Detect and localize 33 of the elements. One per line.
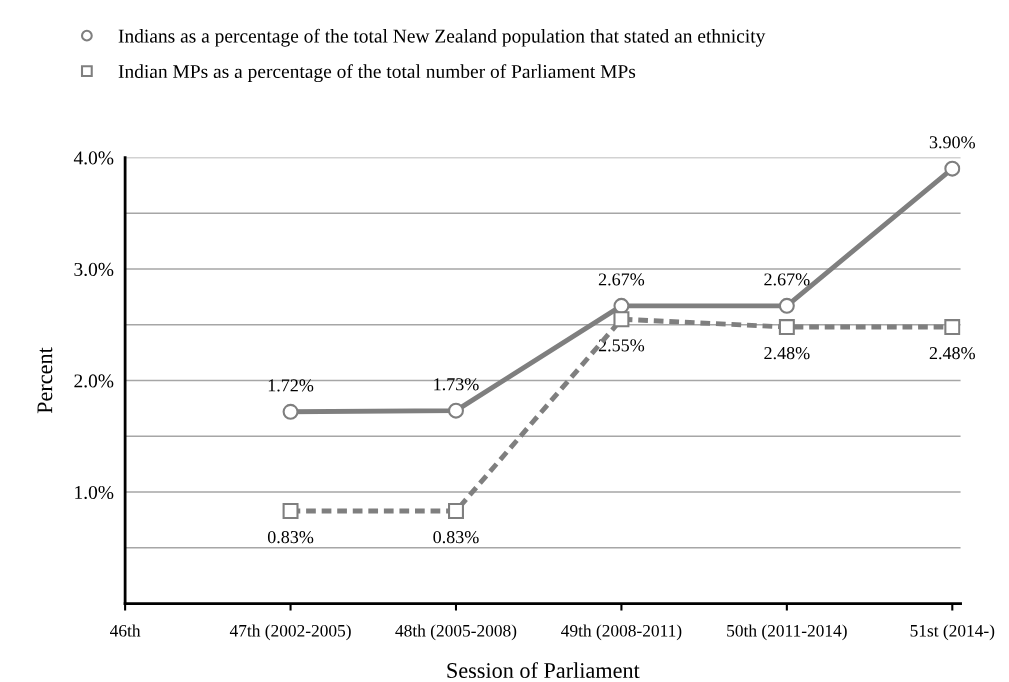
- data-label: 2.67%: [598, 273, 645, 286]
- point: [778, 297, 795, 314]
- point: [448, 402, 464, 419]
- data-label: 0.83%: [267, 530, 314, 544]
- x-tick-label: 49th (2008-2011): [561, 624, 682, 641]
- point: [448, 503, 464, 519]
- x-tick-label: 46th: [110, 624, 141, 637]
- point: [282, 403, 299, 420]
- y-tick-label: 4.0%: [73, 151, 114, 165]
- data-label: 2.48%: [929, 347, 975, 360]
- point: [778, 319, 795, 336]
- data-label: 0.83%: [433, 530, 479, 544]
- data-label: 2.55%: [598, 339, 645, 352]
- x-tick-label: 47th (2002-2005): [229, 624, 351, 641]
- data-label: 1.72%: [268, 379, 314, 392]
- data-label: 2.48%: [764, 347, 810, 360]
- x-tick-label: 48th (2005-2008): [395, 624, 517, 641]
- legend-label: Indians as a percentage of the total New Zealand population that stated an ethnicity: [118, 28, 766, 47]
- point: [944, 160, 961, 177]
- data-label: 3.90%: [929, 136, 975, 149]
- x-axis-title: Session of Parliament: [447, 662, 640, 679]
- y-tick-label: 3.0%: [74, 262, 114, 277]
- point: [613, 311, 630, 328]
- x-tick-label: 50th (2011-2014): [727, 624, 847, 641]
- x-tick-label: 51st (2014-): [910, 624, 995, 641]
- legend-label: Indian MPs as a percentage of the total number of Parliament MPs: [118, 64, 636, 83]
- point: [944, 319, 961, 336]
- data-label: 1.73%: [434, 378, 479, 391]
- y-tick-label: 1.0%: [75, 485, 114, 500]
- data-label: 2.67%: [764, 273, 810, 286]
- point: [282, 503, 299, 519]
- y-tick-label: 2.0%: [74, 374, 114, 388]
- y-axis-title: Percent: [37, 347, 53, 414]
